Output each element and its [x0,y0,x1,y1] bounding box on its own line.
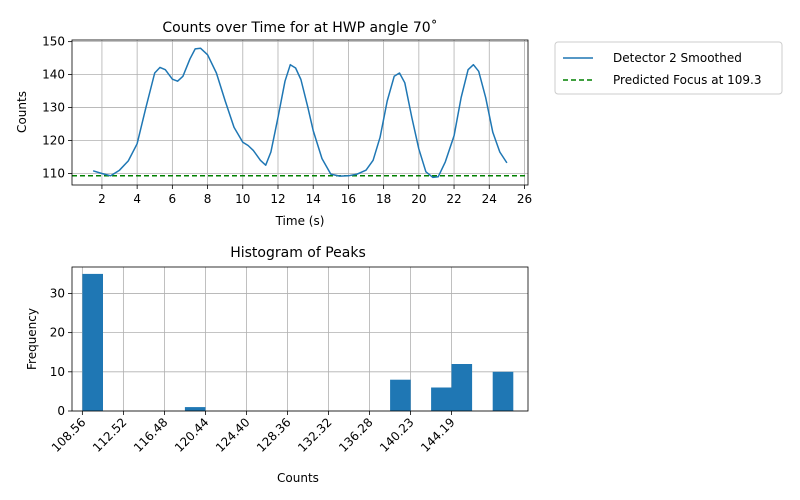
histogram-bar [451,364,473,411]
top-y-tick-label: 120 [42,134,65,148]
bottom-y-axis-label: Frequency [25,308,39,370]
top-grid [72,40,528,185]
legend-label-predicted-focus: Predicted Focus at 109.3 [613,73,761,87]
histogram-bar [390,379,411,411]
top-x-tick-label: 16 [341,192,356,206]
bottom-y-tick-label: 20 [50,326,65,340]
top-x-tick-label: 2 [98,192,106,206]
bottom-chart-title: Histogram of Peaks [230,245,366,261]
legend: Detector 2 Smoothed Predicted Focus at 1… [554,41,783,95]
top-x-tick-label: 26 [517,192,532,206]
top-x-tick-label: 14 [306,192,321,206]
top-x-tick-label: 22 [446,192,461,206]
top-y-tick-label: 140 [42,68,65,82]
histogram-bar [82,273,103,411]
bottom-y-tick-label: 10 [50,365,65,379]
top-y-tick-label: 150 [42,35,65,49]
legend-label-detector: Detector 2 Smoothed [613,51,742,65]
histogram-bars [82,273,514,411]
top-x-tick-label: 8 [204,192,212,206]
top-y-tick-label: 110 [42,166,65,180]
bottom-y-tick-label: 30 [50,286,65,300]
top-x-tick-label: 6 [169,192,177,206]
top-plot-frame [71,39,529,186]
top-y-axis-label: Counts [15,91,29,133]
bottom-y-ticks: 0 10 20 30 [50,286,72,418]
top-x-tick-label: 10 [235,192,250,206]
bottom-x-axis-label: Counts [277,471,319,485]
legend-box [554,41,783,95]
top-x-tick-label: 24 [482,192,497,206]
top-x-tick-label: 20 [411,192,426,206]
top-y-ticks: 110 120 130 140 150 [42,35,72,180]
top-x-axis-label: Time (s) [275,214,325,228]
top-chart-title: Counts over Time for at HWP angle 70˚ [162,19,437,36]
top-x-tick-label: 18 [376,192,391,206]
top-y-tick-label: 130 [42,101,65,115]
bottom-y-tick-label: 0 [57,404,65,418]
top-x-ticks: 2 4 6 8 10 12 14 16 18 20 22 24 26 [98,185,532,206]
detector-2-smoothed-line [92,47,508,179]
histogram-bar [184,407,206,411]
bottom-plot-frame [71,266,529,412]
detector-series-layer [92,47,508,179]
histogram-bar [492,371,514,411]
histogram-bar [431,387,452,411]
top-x-tick-label: 12 [270,192,285,206]
top-x-tick-label: 4 [133,192,141,206]
